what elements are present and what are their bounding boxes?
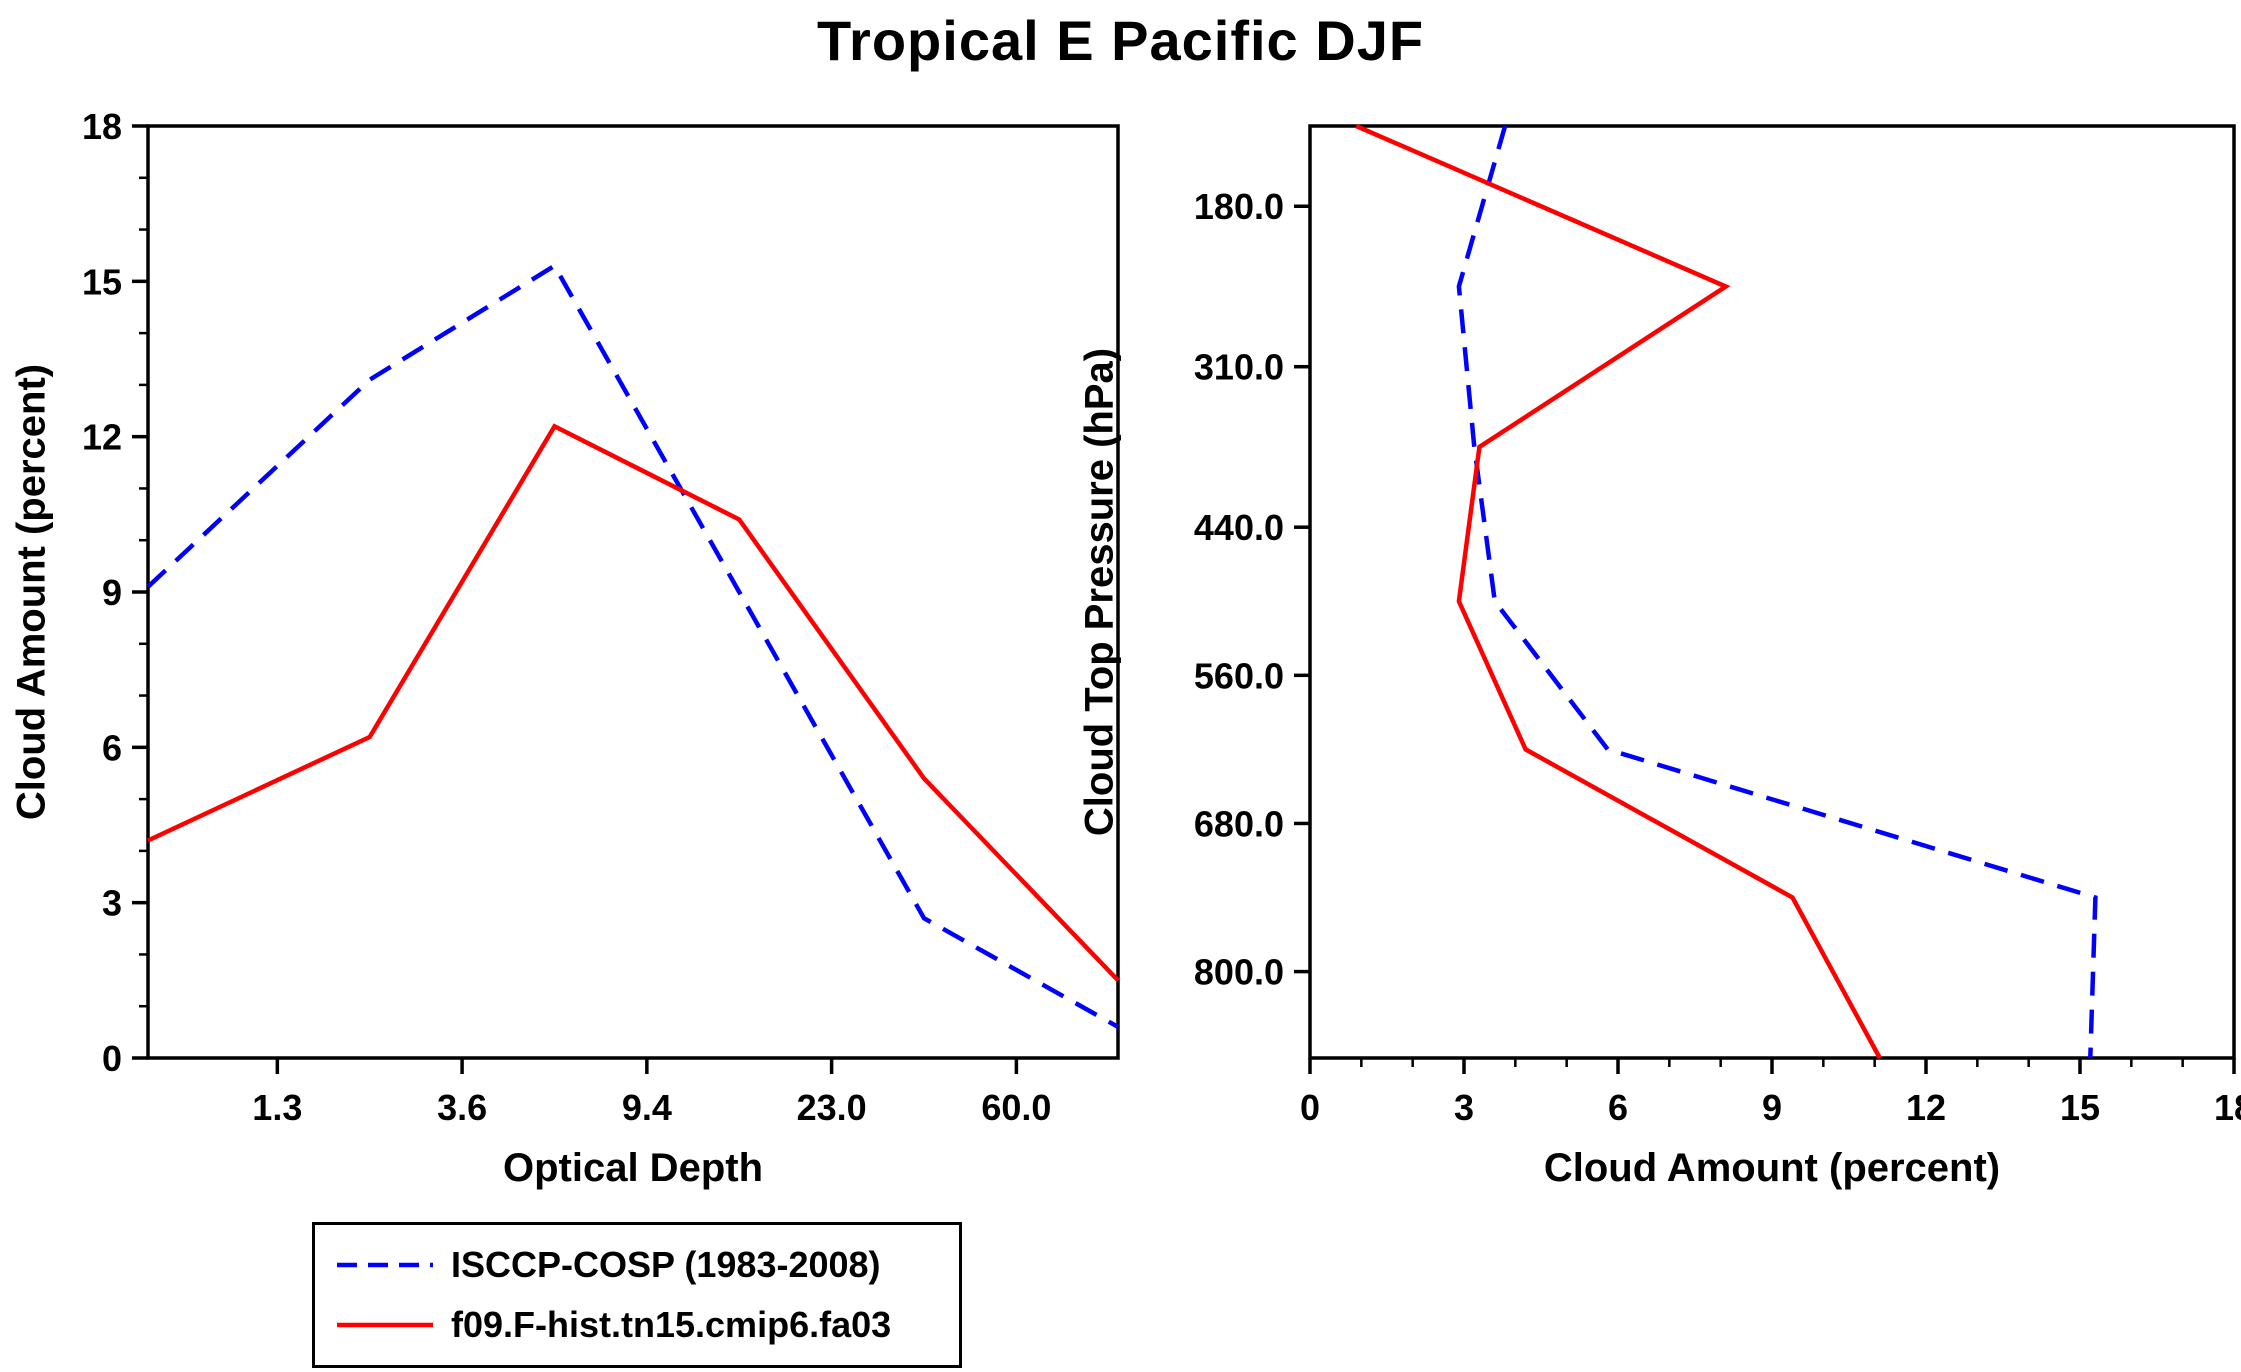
svg-text:3: 3 [102, 883, 122, 924]
svg-text:0: 0 [102, 1038, 122, 1079]
left-y-axis-label: Cloud Amount (percent) [9, 363, 54, 821]
right-plot-panel: 0 3 6 9 12 15 18 180.0 310.0 440.0 560.0 680.0 800.0 [1194, 123, 2241, 1128]
svg-text:15: 15 [82, 261, 122, 302]
svg-text:6: 6 [102, 727, 122, 768]
svg-text:15: 15 [2060, 1087, 2100, 1128]
legend-line-solid-icon [337, 1323, 433, 1328]
svg-text:12: 12 [1906, 1087, 1946, 1128]
right-y-axis-label: Cloud Top Pressure (hPa) [1077, 347, 1122, 837]
svg-text:560.0: 560.0 [1194, 655, 1284, 696]
svg-text:18: 18 [82, 106, 122, 147]
svg-text:1.3: 1.3 [252, 1087, 302, 1128]
svg-text:18: 18 [2214, 1087, 2241, 1128]
svg-text:9.4: 9.4 [622, 1087, 672, 1128]
svg-text:9: 9 [102, 572, 122, 613]
svg-text:800.0: 800.0 [1194, 952, 1284, 993]
svg-text:180.0: 180.0 [1194, 186, 1284, 227]
svg-text:23.0: 23.0 [797, 1087, 867, 1128]
svg-text:60.0: 60.0 [981, 1087, 1051, 1128]
svg-text:680.0: 680.0 [1194, 803, 1284, 844]
svg-text:3: 3 [1454, 1087, 1474, 1128]
svg-text:9: 9 [1762, 1087, 1782, 1128]
legend-entry: f09.F-hist.tn15.cmip6.fa03 [335, 1304, 959, 1346]
svg-text:12: 12 [82, 417, 122, 458]
svg-text:310.0: 310.0 [1194, 347, 1284, 388]
svg-text:3.6: 3.6 [437, 1087, 487, 1128]
svg-text:0: 0 [1300, 1087, 1320, 1128]
legend-label: ISCCP-COSP (1983-2008) [451, 1243, 881, 1285]
legend-entry: ISCCP-COSP (1983-2008) [335, 1244, 959, 1286]
legend-box: ISCCP-COSP (1983-2008) f09.F-hist.tn15.c… [312, 1222, 962, 1368]
legend-line-dashed-icon [337, 1262, 433, 1267]
svg-text:6: 6 [1608, 1087, 1628, 1128]
figure-title: Tropical E Pacific DJF [816, 9, 1425, 72]
right-x-axis-label: Cloud Amount (percent) [1543, 1146, 2001, 1190]
left-x-axis-label: Optical Depth [502, 1146, 764, 1190]
left-plot-panel: 1.3 3.6 9.4 23.0 60.0 0 3 6 9 12 15 18 [82, 106, 1120, 1128]
legend-label: f09.F-hist.tn15.cmip6.fa03 [451, 1304, 892, 1346]
svg-text:440.0: 440.0 [1194, 507, 1284, 548]
